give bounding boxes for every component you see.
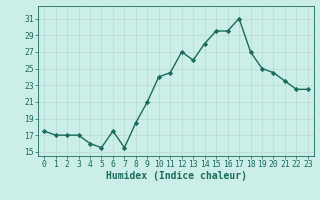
X-axis label: Humidex (Indice chaleur): Humidex (Indice chaleur) <box>106 171 246 181</box>
